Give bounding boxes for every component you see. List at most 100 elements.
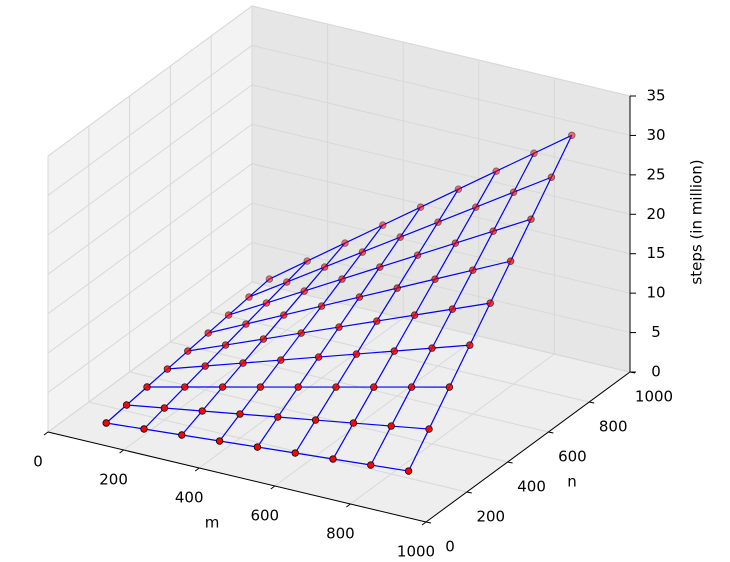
data-point: [472, 203, 480, 211]
y-tick-label: 0: [445, 538, 455, 556]
y-tick-label: 200: [476, 508, 505, 526]
z-grid-line: [47, 242, 253, 393]
data-point: [407, 383, 416, 391]
y-axis-label: n: [567, 473, 577, 491]
z-grid-line: [251, 163, 631, 255]
data-point: [454, 185, 463, 193]
data-point: [404, 467, 413, 475]
data-point: [367, 461, 375, 469]
data-point: [242, 320, 250, 328]
y-tick-label: 800: [599, 418, 628, 436]
data-point: [259, 335, 268, 343]
z-tick-label: 20: [646, 205, 665, 223]
data-point: [396, 233, 404, 241]
data-point: [486, 299, 494, 307]
z-grid-line: [251, 84, 631, 176]
z-grid-line: [251, 123, 631, 215]
z-grid-line: [47, 202, 253, 354]
data-point: [527, 215, 535, 223]
z-grid-line: [251, 281, 631, 373]
data-point: [320, 263, 329, 271]
data-point: [530, 149, 538, 157]
data-point: [358, 248, 367, 256]
x-tick-label: 200: [99, 471, 128, 489]
x-tick: [43, 431, 49, 436]
data-point: [568, 131, 576, 139]
z-grid-line: [47, 123, 253, 275]
x-grid-line: [123, 299, 328, 451]
data-point: [469, 266, 477, 274]
x-grid-line: [274, 335, 480, 487]
data-point: [335, 323, 343, 331]
data-point: [355, 293, 364, 301]
z-grid-line: [47, 163, 253, 315]
z-tick-label: 15: [646, 244, 665, 262]
data-point: [245, 293, 253, 301]
data-point: [428, 344, 436, 352]
z-tick-label: 30: [646, 126, 665, 144]
data-point: [256, 383, 265, 391]
z-tick-label: 10: [646, 284, 665, 302]
data-point: [373, 317, 381, 325]
data-point: [387, 422, 395, 430]
data-point: [163, 365, 172, 373]
z-axis-label: steps (in million): [688, 159, 706, 284]
data-point: [218, 383, 227, 391]
z-grid-line: [47, 45, 253, 196]
data-point: [509, 188, 518, 196]
z-grid-line: [47, 281, 253, 433]
data-point: [341, 239, 349, 247]
y-grid-line: [88, 401, 467, 493]
data-point: [277, 356, 285, 364]
data-point: [122, 401, 131, 409]
data-point: [506, 257, 515, 265]
data-point: [184, 347, 192, 355]
data-point: [280, 311, 288, 319]
z-grid-line: [47, 5, 253, 157]
data-point: [274, 413, 282, 421]
data-point: [253, 443, 262, 451]
data-point: [204, 329, 212, 337]
z-tick-label: 25: [646, 165, 665, 183]
data-point: [349, 419, 358, 427]
x-tick: [421, 521, 427, 526]
data-point: [198, 407, 206, 415]
panes: [46, 5, 632, 523]
y-tick: [425, 521, 432, 524]
axis-line: [425, 371, 631, 523]
data-point: [317, 302, 326, 310]
x-tick-label: 1000: [397, 543, 435, 561]
y-tick-label: 400: [517, 478, 546, 496]
y-tick: [548, 431, 554, 434]
data-point: [413, 251, 422, 259]
data-point: [338, 275, 346, 283]
data-point: [297, 329, 305, 337]
y-tick-label: 1000: [635, 388, 673, 406]
z-tick-label: 0: [651, 363, 661, 381]
data-point: [431, 275, 439, 283]
data-point: [434, 218, 442, 226]
data-point: [311, 416, 320, 424]
data-point: [379, 221, 387, 229]
data-point: [416, 203, 425, 211]
z-tick-label: 35: [646, 87, 665, 105]
data-point: [283, 278, 291, 286]
z-grid-line: [251, 44, 631, 136]
data-point: [178, 431, 186, 439]
x-axis-label: m: [205, 514, 220, 532]
data-point: [143, 383, 151, 391]
x-tick-label: 600: [250, 507, 279, 525]
data-point: [102, 419, 110, 427]
data-point: [215, 437, 224, 445]
data-point: [376, 263, 384, 271]
x-tick: [119, 449, 124, 454]
y-tick-label: 600: [558, 448, 587, 466]
z-grid-line: [47, 84, 253, 236]
data-point: [262, 299, 271, 307]
data-point: [489, 227, 497, 235]
data-point: [221, 341, 230, 349]
data-point: [160, 404, 169, 412]
data-point: [393, 284, 401, 292]
y-tick: [466, 491, 472, 494]
